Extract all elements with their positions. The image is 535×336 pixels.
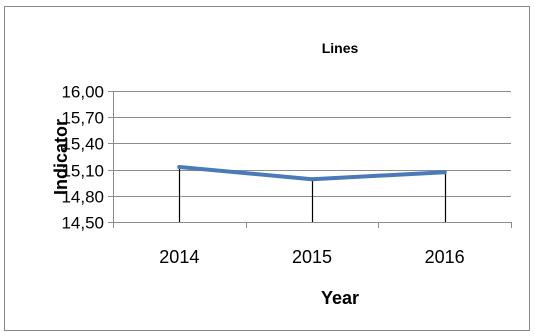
data-point <box>177 164 182 169</box>
x-axis-label: Year <box>321 288 359 308</box>
y-tick-label: 14,80 <box>61 188 104 207</box>
x-tick-label: 2015 <box>292 247 332 267</box>
x-tick-label: 2014 <box>159 247 199 267</box>
y-tick-label: 14,50 <box>61 214 104 233</box>
data-point <box>442 170 447 175</box>
y-tick-label: 15,70 <box>61 109 104 128</box>
y-tick-label: 15,40 <box>61 135 104 154</box>
y-tick-label: 15,10 <box>61 162 104 181</box>
chart-border <box>4 6 530 331</box>
data-point <box>310 177 314 182</box>
y-axis-label: Indicator <box>51 119 71 195</box>
chart-title: Lines <box>322 40 359 56</box>
x-tick-label: 2016 <box>425 247 465 267</box>
y-tick-label: 16,00 <box>61 83 104 102</box>
